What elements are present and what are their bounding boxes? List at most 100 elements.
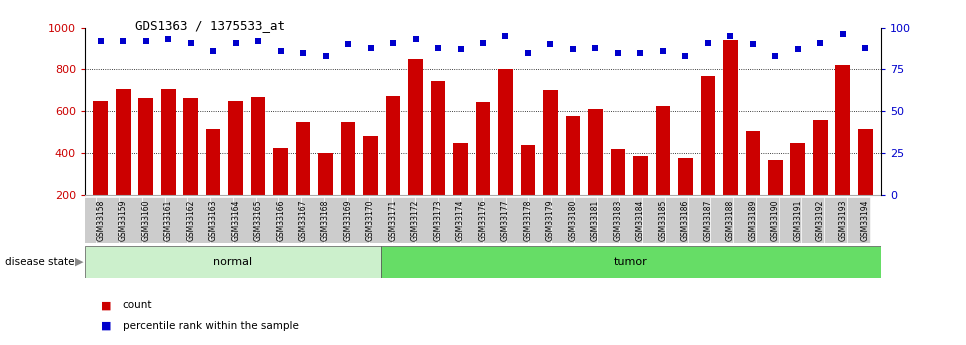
Bar [85, 246, 381, 278]
Bar [665, 197, 688, 243]
Point [93, 38, 108, 44]
Text: GSM33164: GSM33164 [231, 199, 241, 241]
Bar [566, 116, 581, 195]
Point [116, 38, 131, 44]
Point [745, 42, 760, 47]
Point [475, 40, 491, 46]
Bar [438, 197, 460, 243]
Bar [161, 89, 176, 195]
Text: ■: ■ [101, 321, 112, 331]
Bar [498, 69, 513, 195]
Point [206, 48, 221, 54]
Bar [588, 109, 603, 195]
Point [385, 40, 401, 46]
Bar [475, 102, 491, 195]
Bar [543, 90, 557, 195]
Text: GSM33188: GSM33188 [725, 199, 735, 240]
Point [228, 40, 243, 46]
Point [565, 47, 581, 52]
Bar [710, 197, 733, 243]
Text: GDS1363 / 1375533_at: GDS1363 / 1375533_at [135, 19, 285, 32]
Text: GSM33187: GSM33187 [703, 199, 712, 240]
Bar [73, 197, 97, 243]
Text: GSM33171: GSM33171 [388, 199, 398, 240]
Bar [381, 246, 881, 278]
Text: GSM33165: GSM33165 [254, 199, 263, 241]
Point [587, 45, 603, 50]
Bar [301, 197, 324, 243]
Bar [528, 197, 552, 243]
Text: GSM33194: GSM33194 [861, 199, 869, 241]
Bar [700, 76, 715, 195]
Bar [278, 197, 301, 243]
Point [296, 50, 311, 56]
Bar [836, 65, 850, 195]
Text: GSM33167: GSM33167 [298, 199, 307, 241]
Bar [94, 101, 108, 195]
Text: normal: normal [213, 257, 252, 267]
Bar [460, 197, 483, 243]
Bar [385, 96, 400, 195]
Point [633, 50, 648, 56]
Text: GSM33190: GSM33190 [771, 199, 780, 241]
Text: GSM33168: GSM33168 [321, 199, 330, 240]
Point [160, 37, 176, 42]
Bar [756, 197, 779, 243]
Bar [97, 197, 119, 243]
Bar [119, 197, 142, 243]
Point [521, 50, 536, 56]
Text: GSM33163: GSM33163 [209, 199, 217, 241]
Bar [392, 197, 414, 243]
Bar [318, 153, 333, 195]
Text: GSM33170: GSM33170 [366, 199, 375, 241]
Bar [184, 98, 198, 195]
Point [611, 50, 626, 56]
Bar [790, 142, 805, 195]
Bar [453, 142, 468, 195]
Text: GSM33192: GSM33192 [815, 199, 825, 240]
Bar [138, 98, 153, 195]
Text: GSM33193: GSM33193 [838, 199, 847, 241]
Bar [431, 81, 445, 195]
Bar [296, 122, 310, 195]
Point [812, 40, 828, 46]
Text: GSM33159: GSM33159 [119, 199, 128, 241]
Point [138, 38, 154, 44]
Bar [824, 197, 847, 243]
Text: GSM33183: GSM33183 [613, 199, 622, 240]
Point [273, 48, 289, 54]
Bar [858, 129, 872, 195]
Point [408, 37, 423, 42]
Bar [813, 120, 828, 195]
Bar [210, 197, 233, 243]
Bar [273, 148, 288, 195]
Bar [341, 122, 355, 195]
Bar [142, 197, 164, 243]
Bar [206, 129, 220, 195]
Text: GSM33184: GSM33184 [636, 199, 645, 240]
Text: GSM33189: GSM33189 [749, 199, 757, 240]
Point [858, 45, 873, 50]
Text: GSM33173: GSM33173 [434, 199, 442, 241]
Bar [619, 197, 642, 243]
Point [497, 33, 513, 39]
Bar [633, 156, 648, 195]
Bar [347, 197, 369, 243]
Point [768, 53, 783, 59]
Point [250, 38, 266, 44]
Text: tumor: tumor [614, 257, 647, 267]
Text: count: count [123, 300, 153, 310]
Bar [483, 197, 506, 243]
Text: GSM33178: GSM33178 [524, 199, 532, 240]
Text: GSM33181: GSM33181 [591, 199, 600, 240]
Text: GSM33160: GSM33160 [141, 199, 151, 241]
Point [430, 45, 445, 50]
Text: GSM33166: GSM33166 [276, 199, 285, 241]
Point [835, 31, 850, 37]
Text: GSM33176: GSM33176 [478, 199, 488, 241]
Text: GSM33161: GSM33161 [163, 199, 173, 240]
Bar [802, 197, 824, 243]
Point [700, 40, 716, 46]
Bar [228, 101, 243, 195]
Point [655, 48, 670, 54]
